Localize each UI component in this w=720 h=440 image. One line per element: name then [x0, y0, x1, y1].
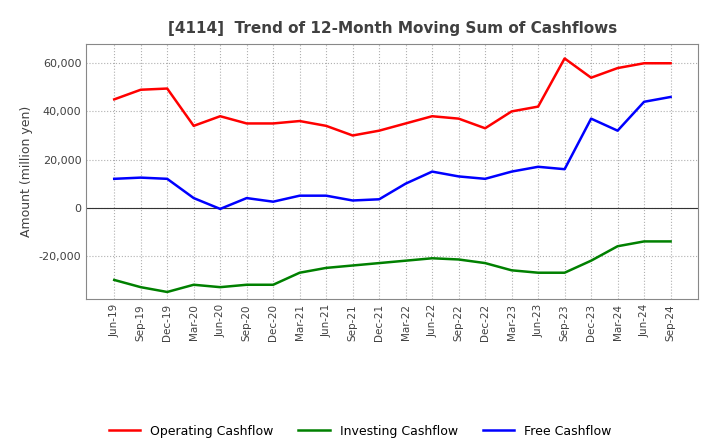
Free Cashflow	[110, 176, 119, 181]
Operating Cashflow	[481, 126, 490, 131]
Investing Cashflow	[322, 265, 330, 271]
Operating Cashflow	[189, 123, 198, 128]
Operating Cashflow	[534, 104, 542, 109]
Free Cashflow	[508, 169, 516, 174]
Investing Cashflow	[534, 270, 542, 275]
Investing Cashflow	[295, 270, 304, 275]
Free Cashflow	[613, 128, 622, 133]
Operating Cashflow	[666, 61, 675, 66]
Investing Cashflow	[375, 260, 384, 266]
Investing Cashflow	[401, 258, 410, 263]
Operating Cashflow	[375, 128, 384, 133]
Investing Cashflow	[216, 285, 225, 290]
Free Cashflow	[587, 116, 595, 121]
Investing Cashflow	[666, 239, 675, 244]
Free Cashflow	[216, 206, 225, 212]
Line: Free Cashflow: Free Cashflow	[114, 97, 670, 209]
Investing Cashflow	[508, 268, 516, 273]
Free Cashflow	[401, 181, 410, 186]
Investing Cashflow	[189, 282, 198, 287]
Investing Cashflow	[110, 277, 119, 282]
Investing Cashflow	[454, 257, 463, 262]
Free Cashflow	[136, 175, 145, 180]
Operating Cashflow	[401, 121, 410, 126]
Operating Cashflow	[163, 86, 171, 91]
Operating Cashflow	[428, 114, 436, 119]
Operating Cashflow	[269, 121, 277, 126]
Free Cashflow	[666, 94, 675, 99]
Operating Cashflow	[454, 116, 463, 121]
Investing Cashflow	[640, 239, 649, 244]
Free Cashflow	[375, 197, 384, 202]
Line: Operating Cashflow: Operating Cashflow	[114, 59, 670, 136]
Free Cashflow	[295, 193, 304, 198]
Free Cashflow	[348, 198, 357, 203]
Free Cashflow	[560, 167, 569, 172]
Operating Cashflow	[295, 118, 304, 124]
Investing Cashflow	[136, 285, 145, 290]
Y-axis label: Amount (million yen): Amount (million yen)	[20, 106, 33, 237]
Investing Cashflow	[481, 260, 490, 266]
Free Cashflow	[454, 174, 463, 179]
Operating Cashflow	[613, 66, 622, 71]
Free Cashflow	[163, 176, 171, 181]
Operating Cashflow	[560, 56, 569, 61]
Investing Cashflow	[587, 258, 595, 263]
Operating Cashflow	[508, 109, 516, 114]
Operating Cashflow	[640, 61, 649, 66]
Free Cashflow	[243, 195, 251, 201]
Operating Cashflow	[322, 123, 330, 128]
Operating Cashflow	[348, 133, 357, 138]
Legend: Operating Cashflow, Investing Cashflow, Free Cashflow: Operating Cashflow, Investing Cashflow, …	[104, 420, 616, 440]
Free Cashflow	[189, 195, 198, 201]
Free Cashflow	[534, 164, 542, 169]
Free Cashflow	[322, 193, 330, 198]
Investing Cashflow	[243, 282, 251, 287]
Investing Cashflow	[348, 263, 357, 268]
Investing Cashflow	[163, 290, 171, 295]
Free Cashflow	[640, 99, 649, 104]
Title: [4114]  Trend of 12-Month Moving Sum of Cashflows: [4114] Trend of 12-Month Moving Sum of C…	[168, 21, 617, 36]
Operating Cashflow	[136, 87, 145, 92]
Free Cashflow	[269, 199, 277, 204]
Free Cashflow	[428, 169, 436, 174]
Free Cashflow	[481, 176, 490, 181]
Operating Cashflow	[110, 97, 119, 102]
Investing Cashflow	[560, 270, 569, 275]
Investing Cashflow	[269, 282, 277, 287]
Investing Cashflow	[428, 256, 436, 261]
Operating Cashflow	[243, 121, 251, 126]
Operating Cashflow	[587, 75, 595, 81]
Investing Cashflow	[613, 244, 622, 249]
Line: Investing Cashflow: Investing Cashflow	[114, 242, 670, 292]
Operating Cashflow	[216, 114, 225, 119]
